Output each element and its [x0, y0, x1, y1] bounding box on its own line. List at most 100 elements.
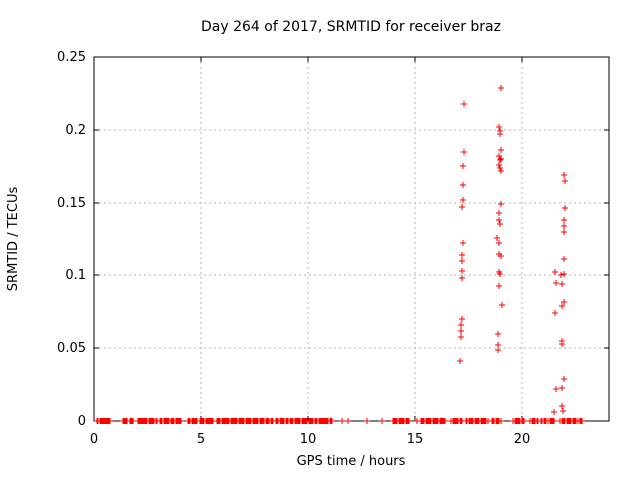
chart-title: Day 264 of 2017, SRMTID for receiver bra…	[201, 19, 501, 35]
baseline-segment-markers	[489, 418, 504, 424]
data-point-marker	[559, 403, 565, 409]
data-point-marker	[559, 303, 565, 309]
data-point-marker	[498, 253, 504, 259]
data-point-marker	[497, 131, 503, 137]
baseline-segment-markers	[105, 418, 113, 424]
data-point-marker	[498, 85, 504, 91]
data-point-marker	[459, 258, 465, 264]
data-point-marker	[459, 268, 465, 274]
data-point-marker	[561, 256, 567, 262]
baseline-segment-markers	[207, 418, 216, 424]
data-point-marker	[552, 269, 558, 275]
data-point-marker	[458, 322, 464, 328]
data-point-marker	[551, 409, 557, 415]
baseline-segment-markers	[440, 418, 448, 424]
x-tick-label: 10	[300, 432, 317, 447]
data-point-marker	[496, 210, 502, 216]
data-point-marker	[498, 156, 504, 162]
grid-lines	[93, 56, 609, 422]
baseline-segment-markers	[577, 418, 585, 424]
data-point-marker	[553, 386, 559, 392]
data-point-marker	[562, 205, 568, 211]
y-tick-label: 0	[78, 414, 86, 429]
tick-labels: 0 5 10 15 20 0 0.05 0.1 0.15 0.2 0.25	[57, 50, 530, 447]
data-point-marker	[459, 316, 465, 322]
data-point-marker	[460, 240, 466, 246]
data-point-marker	[496, 162, 502, 168]
baseline-single-marker	[339, 418, 345, 424]
data-points	[94, 85, 585, 424]
data-point-marker	[461, 101, 467, 107]
data-point-marker	[561, 172, 567, 178]
data-point-marker	[458, 328, 464, 334]
y-tick-label: 0.1	[65, 268, 86, 283]
data-point-marker	[496, 240, 502, 246]
data-point-marker	[496, 217, 502, 223]
baseline-segment-markers	[463, 418, 491, 424]
baseline-segment-markers	[510, 418, 527, 424]
data-point-marker	[560, 408, 566, 414]
data-point-marker	[459, 275, 465, 281]
x-tick-label: 20	[514, 432, 531, 447]
data-point-marker	[552, 310, 558, 316]
data-point-marker	[561, 271, 567, 277]
baseline-segment-markers	[390, 418, 412, 424]
baseline-single-marker	[345, 418, 351, 424]
baseline-segment-markers	[322, 418, 335, 424]
data-point-marker	[497, 165, 503, 171]
baseline-segment-markers	[239, 418, 272, 424]
data-point-marker	[460, 182, 466, 188]
data-point-marker	[559, 281, 565, 287]
baseline-segment-markers	[173, 418, 184, 424]
data-point-marker	[458, 334, 464, 340]
data-point-marker	[497, 157, 503, 163]
data-point-marker	[497, 271, 503, 277]
baseline-segment-markers	[448, 418, 465, 424]
baseline-single-marker	[379, 418, 385, 424]
data-point-marker	[457, 358, 463, 364]
data-point-marker	[459, 252, 465, 258]
baseline-segment-markers	[268, 418, 276, 424]
x-tick-label: 0	[90, 432, 98, 447]
data-point-marker	[460, 163, 466, 169]
data-point-marker	[561, 223, 567, 229]
data-point-marker	[495, 347, 501, 353]
y-tick-label: 0.2	[65, 123, 86, 138]
data-point-marker	[498, 201, 504, 207]
data-point-marker	[460, 197, 466, 203]
baseline-single-marker	[414, 418, 420, 424]
baseline-single-marker	[364, 418, 370, 424]
y-tick-label: 0.25	[57, 50, 86, 65]
x-axis-label: GPS time / hours	[297, 454, 406, 469]
data-point-marker	[494, 235, 500, 241]
data-point-marker	[553, 280, 559, 286]
data-point-marker	[498, 168, 504, 174]
plot-border	[93, 56, 610, 422]
data-point-marker	[561, 217, 567, 223]
data-point-marker	[561, 229, 567, 235]
data-point-marker	[498, 147, 504, 153]
data-point-marker	[558, 272, 564, 278]
data-point-marker	[497, 221, 503, 227]
baseline-segment-markers	[547, 418, 557, 424]
data-point-marker	[496, 124, 502, 130]
y-tick-label: 0.15	[57, 196, 86, 211]
data-point-marker	[562, 178, 568, 184]
data-point-marker	[561, 376, 567, 382]
data-point-marker	[559, 341, 565, 347]
data-point-marker	[461, 149, 467, 155]
data-point-marker	[559, 385, 565, 391]
data-point-marker	[495, 331, 501, 337]
x-tick-label: 5	[197, 432, 205, 447]
data-point-marker	[499, 302, 505, 308]
baseline-segment-markers	[127, 418, 136, 424]
data-point-marker	[561, 299, 567, 305]
x-tick-label: 15	[407, 432, 424, 447]
axes-and-ticks	[93, 56, 610, 422]
y-tick-label: 0.05	[57, 341, 86, 356]
y-axis-label: SRMTID / TECUs	[6, 187, 21, 292]
data-point-marker	[496, 283, 502, 289]
data-point-marker	[459, 204, 465, 210]
